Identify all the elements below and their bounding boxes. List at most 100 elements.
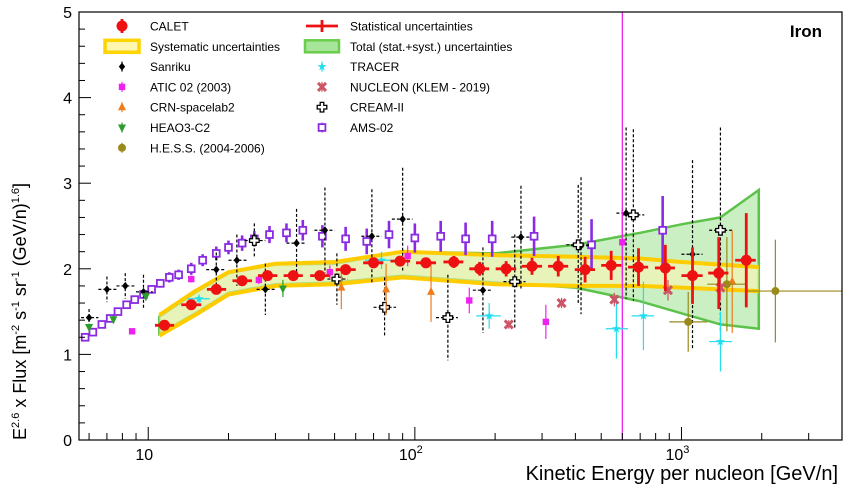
data-point-marker <box>619 239 626 246</box>
data-point <box>188 275 195 283</box>
data-point-marker <box>420 257 432 269</box>
data-point-marker <box>771 287 780 296</box>
data-point-marker <box>186 264 196 274</box>
data-point-marker <box>715 336 725 346</box>
diamond-marker <box>122 281 129 290</box>
triangle-up-marker <box>382 284 391 293</box>
data-point <box>542 304 550 339</box>
cross-stroke-b <box>556 297 567 309</box>
square-marker <box>128 328 136 335</box>
data-point-marker <box>556 297 567 309</box>
data-point-marker <box>659 262 671 274</box>
open-square-marker <box>529 231 539 241</box>
legend-label: Systematic uncertainties <box>150 40 280 54</box>
diamond-marker <box>118 62 126 71</box>
data-point <box>436 220 445 252</box>
data-point-marker <box>194 294 204 303</box>
open-square-marker <box>487 234 497 244</box>
diamond-marker <box>262 285 269 294</box>
data-point-marker <box>147 285 156 294</box>
legend-entry: Systematic uncertainties <box>103 38 280 55</box>
open-square-marker <box>130 295 140 304</box>
y-axis-label: E2.6 x Flux [m-2 s-1 sr-1 (GeV/n)1.6] <box>10 183 30 440</box>
data-point-marker <box>109 316 118 325</box>
data-point-marker <box>479 286 487 295</box>
legend-label: CALET <box>150 20 189 34</box>
data-point-marker <box>466 297 473 304</box>
diamond-marker <box>213 265 220 274</box>
data-point <box>244 223 266 258</box>
data-point <box>503 234 526 329</box>
data-point-marker <box>572 239 584 251</box>
data-point-marker <box>517 233 525 242</box>
square-marker <box>118 83 126 91</box>
data-point <box>113 307 123 316</box>
chart-title: Iron <box>790 22 822 41</box>
data-point <box>186 262 196 275</box>
data-point <box>605 298 628 359</box>
data-point-marker <box>316 81 328 92</box>
data-point <box>410 223 420 253</box>
data-point-marker <box>427 286 436 295</box>
data-point <box>566 184 590 305</box>
data-point <box>503 319 514 330</box>
data-point <box>228 234 248 286</box>
cross-stroke-b <box>503 319 514 330</box>
legend-entry: Sanriku <box>118 60 191 74</box>
data-point-marker <box>579 264 591 276</box>
data-point-marker <box>474 263 486 275</box>
calet-marker <box>394 255 406 267</box>
data-point-marker <box>529 231 539 241</box>
diamond-marker <box>85 313 93 322</box>
data-point <box>130 295 140 304</box>
data-point-marker <box>341 234 350 244</box>
data-point <box>373 277 397 338</box>
data-point-marker <box>326 269 334 276</box>
open-square-marker <box>122 300 131 310</box>
legend-label: Total (stat.+syst.) uncertainties <box>350 40 512 54</box>
calet-marker <box>368 257 380 269</box>
data-point <box>314 187 335 274</box>
data-point <box>310 270 330 282</box>
open-square-marker <box>410 233 420 243</box>
open-cross-marker <box>509 276 521 288</box>
diamond-marker <box>479 286 487 295</box>
calet-marker <box>687 270 699 282</box>
data-point-marker <box>611 323 621 333</box>
calet-marker <box>236 275 248 287</box>
open-square-marker <box>198 255 207 265</box>
open-square-marker <box>186 264 196 274</box>
data-point-marker <box>185 299 197 311</box>
star-marker <box>317 61 327 71</box>
data-point-marker <box>394 255 406 267</box>
data-point-marker <box>713 267 725 279</box>
series-h-e-s-s-2004-2006 <box>669 237 842 352</box>
data-point <box>154 319 175 331</box>
open-square-marker <box>658 225 667 235</box>
calet-marker <box>210 283 222 295</box>
cross-stroke-b <box>609 294 620 305</box>
series-ams-02 <box>80 196 667 342</box>
data-point <box>256 263 276 316</box>
data-point <box>495 261 517 277</box>
triangle-down-marker <box>141 293 150 302</box>
axis-ticks: 0 1 2 3 4 5 10 102 103 <box>63 5 843 464</box>
data-point <box>427 261 436 322</box>
plot-border <box>78 11 843 441</box>
data-point-marker <box>122 281 129 290</box>
data-point <box>298 220 308 241</box>
data-point <box>327 253 348 305</box>
data-point-marker <box>722 280 731 289</box>
data-point-marker <box>188 275 195 283</box>
data-point <box>232 275 252 287</box>
data-point-marker <box>448 256 460 268</box>
data-point <box>224 240 233 255</box>
legend-label: TRACER <box>350 60 400 74</box>
data-point <box>165 272 174 283</box>
data-point <box>88 327 98 337</box>
open-square-marker <box>113 307 123 316</box>
data-point <box>85 323 94 333</box>
data-point-marker <box>410 233 420 243</box>
data-point <box>609 292 620 307</box>
data-point <box>654 244 675 292</box>
